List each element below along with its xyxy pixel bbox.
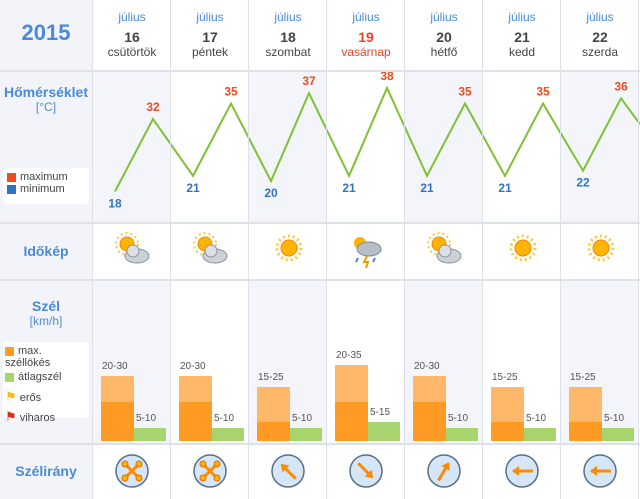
row-divider (0, 443, 640, 445)
column-divider (92, 0, 93, 499)
avg-wind-value: 5-10 (604, 413, 625, 424)
yellow-flag-icon: ⚑ (5, 389, 17, 404)
sunny-icon (587, 234, 615, 262)
wind-direction-W-icon (583, 454, 617, 488)
avg-wind-bar (212, 428, 244, 441)
min-temp-label: 21 (420, 181, 434, 195)
avg-wind-value: 5-15 (370, 406, 391, 418)
min-temp-label: 22 (576, 176, 590, 190)
gust-bar (101, 375, 134, 441)
column-divider (404, 0, 405, 499)
min-temp-label: 20 (264, 186, 278, 200)
max-temp-label: 35 (536, 84, 550, 98)
avg-wind-value: 5-10 (136, 413, 157, 424)
gust-value: 15-25 (258, 371, 284, 383)
avg-wind-bar (368, 421, 400, 441)
temperature-label: Hőmérséklet [°C] (3, 84, 89, 114)
temp-column-shade (561, 72, 639, 222)
column-divider (326, 0, 327, 499)
wind-direction-SE-icon (349, 454, 383, 488)
wind-direction-variable-icon (115, 454, 149, 488)
year: 2015 (21, 20, 71, 45)
column-divider (560, 0, 561, 499)
gust-bar (257, 386, 290, 441)
max-temp-label: 37 (302, 74, 316, 88)
avg-wind-bar (290, 428, 322, 441)
gust-value: 20-30 (102, 360, 128, 372)
temp-column-shade (93, 72, 171, 222)
avg-wind-bar (446, 428, 478, 441)
wind-label: Szél [km/h] (29, 298, 63, 328)
min-temp-label: 21 (186, 181, 200, 195)
day-header: július 19 vasárnap (341, 10, 391, 59)
gust-bar (413, 375, 446, 441)
temperature-line (114, 85, 640, 192)
max-temp-label: 35 (458, 84, 472, 98)
temperature-chart: 18 32 21 35 20 37 21 38 21 35 21 35 22 36 (108, 69, 640, 210)
legend-max: maximum (20, 171, 68, 183)
row-divider (0, 279, 640, 281)
row-divider (0, 222, 640, 224)
gust-value: 20-35 (336, 350, 362, 362)
day-header: július 18 szombat (265, 10, 311, 59)
day-header: július 17 péntek (191, 10, 229, 59)
wind-legend: max. széllökés átlagszél ⚑ erős ⚑ viharo… (3, 342, 89, 424)
column-divider (248, 0, 249, 499)
partly-cloudy-icon (427, 232, 462, 264)
avg-wind-value: 5-10 (448, 413, 469, 424)
column-divider (170, 0, 171, 499)
red-flag-icon: ⚑ (5, 409, 17, 424)
avg-wind-bar (134, 428, 166, 441)
max-temp-label: 36 (614, 79, 628, 93)
day-header: július 16 csütörtök (107, 10, 157, 59)
wind-direction-label: Szélirány (15, 463, 77, 479)
gust-value: 15-25 (570, 371, 596, 383)
sunny-icon (275, 234, 303, 262)
temperature-legend: maximum minimum (3, 168, 89, 204)
avg-wind-bar (524, 428, 556, 441)
gust-bar (491, 386, 524, 441)
gust-value: 20-30 (414, 360, 440, 372)
gust-value: 15-25 (492, 371, 518, 383)
gust-bar (335, 365, 368, 441)
max-temp-label: 32 (146, 100, 160, 114)
avg-wind-value: 5-10 (526, 413, 547, 424)
min-temp-label: 21 (498, 181, 512, 195)
gust-bar (179, 375, 212, 441)
gust-bar (569, 386, 602, 441)
avg-wind-bar (602, 428, 634, 441)
min-temp-label: 21 (342, 181, 356, 195)
column-divider (638, 0, 639, 499)
column-divider (482, 0, 483, 499)
gust-value: 20-30 (180, 360, 206, 372)
sunny-icon (509, 234, 537, 262)
thunderstorm-icon (354, 237, 382, 269)
temp-column-shade (249, 72, 327, 222)
partly-cloudy-icon (193, 232, 228, 264)
wind-direction-variable-icon (193, 454, 227, 488)
avg-wind-value: 5-10 (292, 413, 313, 424)
min-temp-label: 18 (108, 196, 122, 210)
day-header: július 22 szerda (581, 10, 619, 59)
max-temp-label: 35 (224, 84, 238, 98)
day-header: július 21 kedd (508, 10, 536, 59)
avg-wind-value: 5-10 (214, 413, 235, 424)
sky-label: Időkép (23, 243, 69, 259)
legend-min: minimum (20, 183, 65, 195)
row-divider (0, 70, 640, 72)
max-temp-label: 38 (380, 69, 394, 83)
partly-cloudy-icon (115, 232, 150, 264)
wind-direction-W-icon (505, 454, 539, 488)
wind-direction-SW-icon (427, 454, 461, 488)
temp-column-shade (405, 72, 483, 222)
day-header: július 20 hétfő (430, 10, 458, 59)
wind-direction-NW-icon (271, 454, 305, 488)
